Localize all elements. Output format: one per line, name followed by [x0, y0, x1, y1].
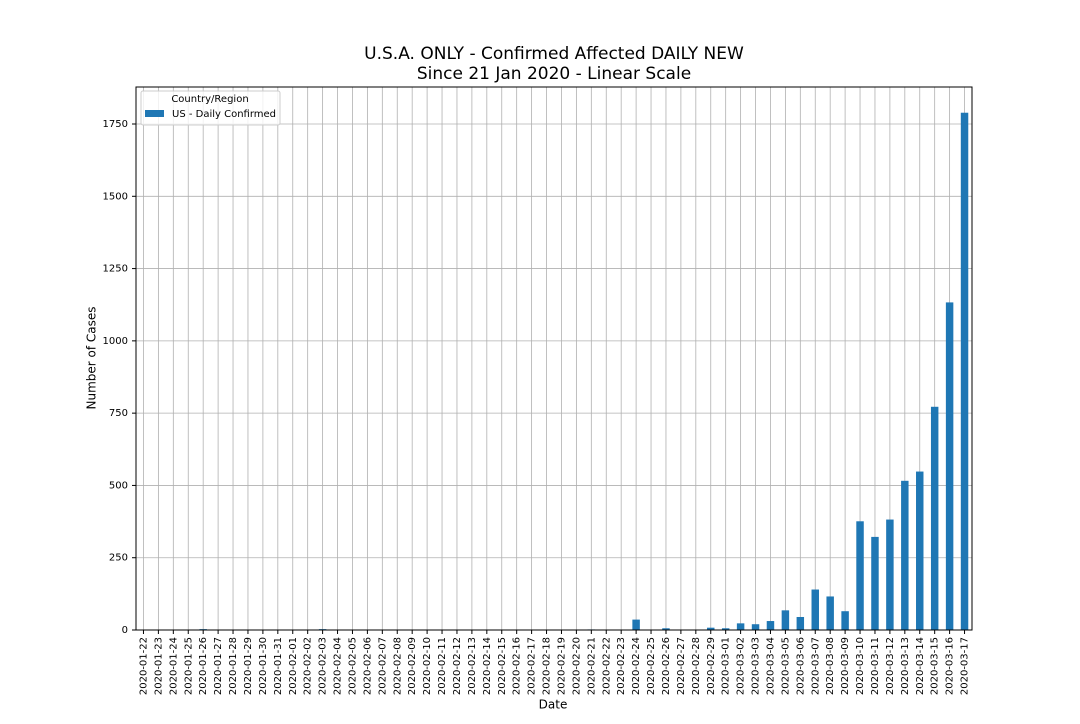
bar — [901, 481, 908, 630]
bar — [931, 407, 938, 630]
x-tick-label: 2020-02-28 — [691, 637, 702, 695]
x-tick-label: 2020-01-31 — [273, 637, 284, 695]
bar — [961, 113, 968, 630]
x-tick-label: 2020-01-24 — [168, 637, 179, 695]
y-tick-label: 750 — [109, 408, 128, 419]
x-tick-label: 2020-03-17 — [960, 637, 971, 695]
y-tick-label: 0 — [122, 625, 128, 636]
x-tick-label: 2020-02-15 — [497, 637, 508, 695]
x-tick-label: 2020-02-17 — [527, 637, 538, 695]
x-tick-label: 2020-02-27 — [676, 637, 687, 695]
x-tick-label: 2020-03-11 — [870, 637, 881, 695]
x-tick-label: 2020-03-12 — [885, 637, 896, 695]
x-tick-label: 2020-02-16 — [512, 637, 523, 695]
x-tick-label: 2020-02-22 — [601, 637, 612, 695]
bar — [886, 520, 893, 630]
x-tick-label: 2020-02-13 — [467, 637, 478, 695]
x-tick-label: 2020-02-26 — [661, 637, 672, 695]
bar — [871, 537, 878, 630]
x-tick-label: 2020-03-04 — [765, 637, 776, 695]
bar — [812, 590, 819, 630]
y-axis-label: Number of Cases — [85, 306, 99, 409]
x-tick-label: 2020-02-25 — [646, 637, 657, 695]
y-tick-label: 1250 — [103, 264, 128, 275]
x-tick-label: 2020-02-10 — [422, 637, 433, 695]
plot-frame — [136, 87, 972, 630]
x-tick-label: 2020-02-08 — [392, 637, 403, 695]
x-tick-label: 2020-02-03 — [318, 637, 329, 695]
legend-title: Country/Region — [171, 94, 248, 105]
x-tick-label: 2020-03-02 — [736, 637, 747, 695]
x-tick-label: 2020-01-28 — [228, 637, 239, 695]
x-tick-label: 2020-02-19 — [556, 637, 567, 695]
x-tick-label: 2020-01-27 — [213, 637, 224, 695]
x-tick-label: 2020-01-29 — [243, 637, 254, 695]
x-tick-label: 2020-02-11 — [437, 637, 448, 695]
x-tick-label: 2020-02-05 — [347, 637, 358, 695]
bar — [767, 621, 774, 630]
x-tick-label: 2020-03-10 — [855, 637, 866, 695]
x-tick-label: 2020-03-05 — [780, 637, 791, 695]
x-tick-label: 2020-01-23 — [153, 637, 164, 695]
x-tick-label: 2020-01-30 — [258, 637, 269, 695]
legend-swatch — [145, 110, 164, 117]
bar — [737, 623, 744, 630]
bar — [946, 302, 953, 630]
x-tick-label: 2020-03-15 — [930, 637, 941, 695]
x-tick-label: 2020-03-14 — [915, 637, 926, 695]
x-tick-label: 2020-03-06 — [795, 637, 806, 695]
chart-title: U.S.A. ONLY - Confirmed Affected DAILY N… — [364, 44, 744, 64]
x-tick-label: 2020-02-20 — [571, 637, 582, 695]
x-tick-label: 2020-02-12 — [452, 637, 463, 695]
x-tick-label: 2020-01-25 — [183, 637, 194, 695]
x-tick-label: 2020-02-18 — [542, 637, 553, 695]
x-tick-label: 2020-01-26 — [198, 637, 209, 695]
x-tick-label: 2020-02-02 — [303, 637, 314, 695]
y-tick-label: 1500 — [103, 191, 128, 202]
x-tick-label: 2020-03-16 — [945, 637, 956, 695]
bar — [856, 521, 863, 630]
bar — [782, 610, 789, 630]
x-tick-label: 2020-02-01 — [288, 637, 299, 695]
x-tick-label: 2020-03-08 — [825, 637, 836, 695]
x-tick-label: 2020-02-23 — [616, 637, 627, 695]
legend-label: US - Daily Confirmed — [172, 109, 276, 120]
x-axis-label: Date — [539, 698, 568, 712]
bar — [826, 596, 833, 630]
x-tick-label: 2020-03-13 — [900, 637, 911, 695]
x-tick-label: 2020-02-09 — [407, 637, 418, 695]
x-tick-label: 2020-03-03 — [751, 637, 762, 695]
x-tick-label: 2020-03-01 — [721, 637, 732, 695]
x-tick-label: 2020-02-04 — [333, 637, 344, 695]
x-tick-label: 2020-02-14 — [482, 637, 493, 695]
x-tick-label: 2020-01-22 — [138, 637, 149, 695]
x-tick-label: 2020-02-29 — [706, 637, 717, 695]
bar — [752, 624, 759, 630]
x-tick-label: 2020-02-06 — [362, 637, 373, 695]
x-tick-label: 2020-02-07 — [377, 637, 388, 695]
y-tick-label: 250 — [109, 553, 128, 564]
y-tick-label: 1000 — [103, 336, 128, 347]
y-tick-label: 500 — [109, 480, 128, 491]
x-tick-label: 2020-02-24 — [631, 637, 642, 695]
x-tick-label: 2020-03-07 — [810, 637, 821, 695]
y-tick-label: 1750 — [103, 119, 128, 130]
chart-subtitle: Since 21 Jan 2020 - Linear Scale — [417, 64, 691, 84]
bar — [916, 472, 923, 630]
bar — [797, 617, 804, 630]
x-tick-label: 2020-03-09 — [840, 637, 851, 695]
x-tick-label: 2020-02-21 — [586, 637, 597, 695]
bar — [841, 611, 848, 630]
bar — [632, 620, 639, 630]
